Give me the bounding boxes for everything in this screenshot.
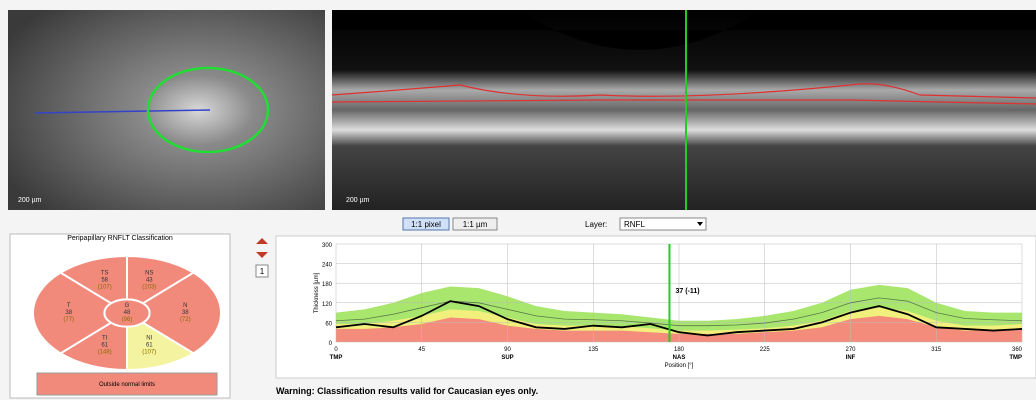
pie: TS58(107)NS43(103)N38(72)NI61(107)TI61(1… (33, 256, 221, 370)
x-tick-label: 45 (418, 347, 425, 353)
x-tick-label: 315 (931, 347, 942, 353)
sector-name: N (183, 303, 187, 309)
sector-normal: (107) (98, 284, 112, 290)
sector-normal: (148) (98, 350, 112, 356)
x-axis-label: Position [°] (665, 363, 694, 369)
sector-value: 38 (182, 310, 189, 316)
x-tick-label: 225 (760, 347, 771, 353)
x-sublabel: TMP (1009, 355, 1022, 361)
y-tick-label: 240 (322, 263, 333, 269)
sector-normal: (96) (122, 317, 133, 323)
sector-name: TS (101, 270, 109, 276)
sector-value: 38 (65, 310, 72, 316)
sector-name: T (67, 303, 71, 309)
warning: Warning: Classification results valid fo… (276, 386, 538, 396)
annotation: 37 (-11) (675, 288, 699, 295)
sector-value: 61 (101, 343, 108, 349)
x-tick-label: 180 (674, 347, 685, 353)
x-tick-label: 360 (1012, 347, 1023, 353)
sector-name: G (125, 303, 130, 309)
sector-name: NS (145, 270, 153, 276)
y-tick-label: 60 (325, 321, 332, 327)
sector-normal: (72) (180, 317, 191, 323)
sector-normal: (107) (142, 350, 156, 356)
panel-title: Peripapillary RNFLT Classification (67, 235, 173, 242)
result-label: Outside normal limits (99, 382, 155, 388)
sector-value: 48 (124, 310, 131, 316)
y-axis-label: Thickness [µm] (314, 272, 320, 313)
x-tick-label: 135 (588, 347, 599, 353)
x-tick-label: 270 (845, 347, 856, 353)
x-sublabel: TMP (330, 355, 343, 361)
scale-label: 200 µm (346, 197, 370, 204)
sector-name: TI (102, 336, 108, 342)
x-sublabel: SUP (501, 355, 513, 361)
layer-label: Layer: (585, 220, 607, 229)
sector-value: 58 (101, 277, 108, 283)
y-tick-label: 120 (322, 302, 333, 308)
y-tick-label: 180 (322, 282, 333, 288)
sector-name: NI (146, 336, 152, 342)
x-tick-label: 90 (504, 347, 511, 353)
sector-value: 43 (146, 277, 153, 283)
screen: 200 µm 200 µm 1:1 pixel 1:1 µm Layer: RN… (0, 0, 1036, 400)
scale-label: 200 µm (18, 197, 42, 204)
y-tick-label: 300 (322, 243, 333, 249)
layer-value: RNFL (624, 220, 645, 229)
x-sublabel: INF (846, 355, 856, 361)
button-label: 1:1 µm (463, 220, 488, 229)
sector-normal: (103) (142, 284, 156, 290)
x-sublabel: NAS (673, 355, 686, 361)
scan-index: 1 (260, 267, 265, 276)
app: 200 µm 200 µm 1:1 pixel 1:1 µm Layer: RN… (0, 0, 1036, 400)
sector-value: 61 (146, 343, 153, 349)
sector-normal: (77) (63, 317, 74, 323)
button-label: 1:1 pixel (411, 220, 441, 229)
